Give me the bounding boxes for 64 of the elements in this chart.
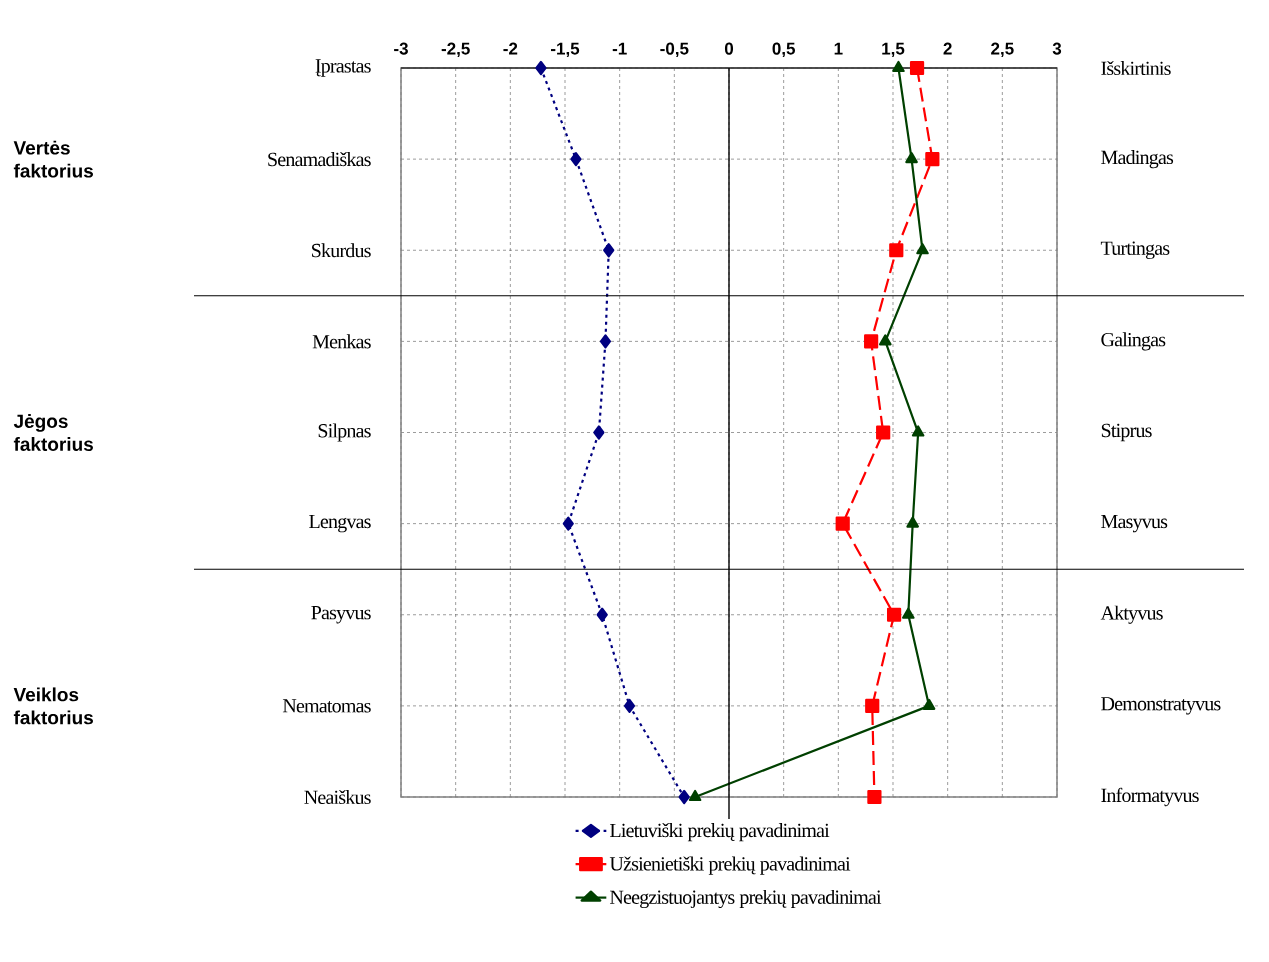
x-tick-label: 3 [1052,42,1062,55]
point [925,152,940,167]
y-tick-label: Pasyvus [311,606,371,624]
y-tick-label: Menkas [312,334,371,349]
text: Vertės faktorius [13,140,93,178]
x-tick-label: -1,5 [551,42,580,58]
x-tick-label: 0,5 [772,42,796,58]
legend-label: Užsienietiški prekių pavadinimai [609,856,851,875]
point [535,60,547,76]
legend-label: Lietuviški prekių pavadinimai [610,823,830,842]
point [911,425,925,437]
x-tick-label: 2,5 [991,42,1014,58]
point [909,60,925,76]
y2-tick-label: Masyvus [1101,514,1168,533]
point [599,334,612,349]
y2-tick-label: Išskirtinis [1101,60,1171,76]
point [688,789,702,802]
point [916,243,929,255]
y2-tick-label: Madingas [1101,150,1174,169]
point [902,607,915,619]
y-tick-label: Senamadiškas [268,152,371,167]
point [562,516,574,531]
point [603,243,615,258]
y2-tick-label: Stiprus [1101,423,1152,442]
text: Veiklos faktorius [13,687,93,725]
x-tick-label: -2,5 [441,42,470,58]
point [593,425,605,440]
point [678,789,690,805]
y-tick-label: Silpnas [318,423,371,442]
point [922,698,936,710]
text: Jėgos faktorius [13,414,93,451]
point [879,334,892,346]
point [867,789,882,805]
y-tick-label: Lengvas [309,514,371,533]
x-tick-label: -2 [503,42,518,55]
point [889,243,904,258]
point [876,425,891,440]
y2-tick-label: Turtingas [1100,241,1170,260]
point [886,607,902,622]
point [906,516,919,528]
x-tick-label: 1 [834,42,843,55]
y2-tick-label: Informatyvus [1101,787,1199,807]
point [570,152,582,167]
y2-tick-label: Aktyvus [1100,605,1163,624]
y2-tick-label: Galingas [1101,332,1166,351]
point [865,698,880,713]
x-tick-label: -1 [612,42,627,55]
point [835,516,850,531]
point [892,60,905,73]
legend-label: Neegzistuojantys prekių pavadinimai [610,889,882,909]
x-tick-label: 2 [943,42,952,55]
point [905,152,918,164]
point [596,607,608,622]
y-tick-label: Nematomas [282,699,371,713]
x-tick-label: -3 [394,42,408,55]
point [864,334,879,349]
y-tick-label: Įprastas [315,59,371,77]
y2-tick-label: Demonstratyvus [1101,697,1221,715]
point [623,698,636,713]
x-tick-label: 0 [724,42,734,55]
y-tick-label: Neaiškus [304,789,371,805]
x-tick-label: -0,5 [660,42,689,58]
x-tick-label: 1,5 [882,42,905,58]
y-tick-label: Skurdus [312,243,371,258]
